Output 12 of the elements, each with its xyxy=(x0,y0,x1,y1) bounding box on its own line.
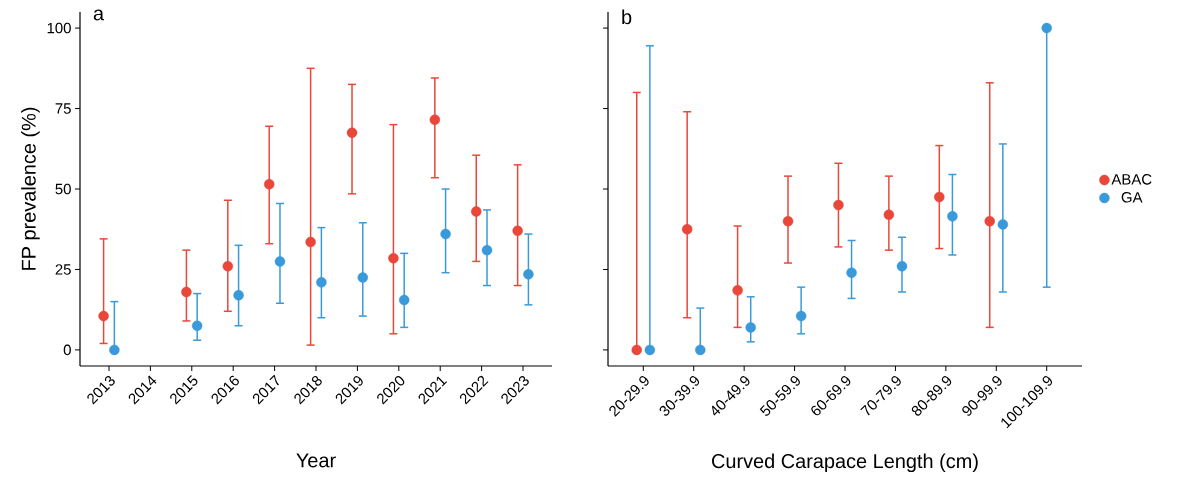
legend-label: ABAC xyxy=(1111,174,1152,185)
chart-title: b xyxy=(622,9,632,25)
y-tick-label: 0 xyxy=(63,344,71,356)
y-tick-label: 75 xyxy=(55,103,71,114)
y-tick-label: 100 xyxy=(47,22,71,34)
y-tick-label: 25 xyxy=(55,264,71,275)
x-axis-title: Year xyxy=(296,453,336,468)
y-axis-title: FP prevalence (%) xyxy=(21,107,40,270)
y-tick-label: 50 xyxy=(55,183,71,195)
chart-title: a xyxy=(93,9,105,21)
x-axis-title: Curved Carapace Length (cm) xyxy=(712,453,978,473)
legend-label: GA xyxy=(1121,191,1143,203)
